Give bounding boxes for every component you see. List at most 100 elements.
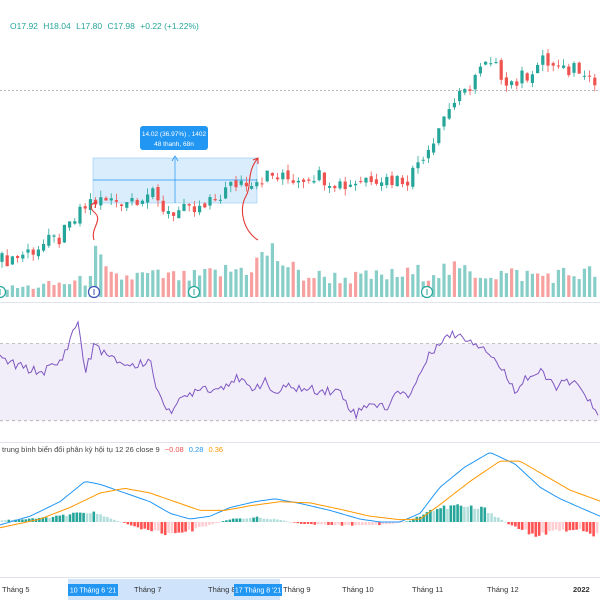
candle-body	[255, 182, 259, 187]
candle-body	[62, 224, 66, 243]
macd-histogram-bar	[333, 522, 337, 525]
volume-bar	[270, 243, 274, 297]
macd-legend-signal: 0.36	[209, 445, 224, 454]
volume-bar	[161, 278, 165, 297]
macd-histogram-bar	[354, 522, 357, 526]
measure-line-2: 48 thanh, 68n	[154, 141, 194, 148]
volume-bar	[468, 271, 472, 297]
range-start-badge[interactable]	[68, 584, 118, 596]
macd-histogram-bar	[296, 522, 300, 524]
high-value: 18.04	[49, 21, 71, 31]
candle-body	[348, 184, 352, 187]
time-axis[interactable]: Tháng 5 Tháng 7 Tháng 8 Tháng 9 Tháng 10…	[0, 577, 600, 600]
candle-body	[338, 181, 342, 189]
volume-bar	[530, 273, 534, 297]
macd-histogram-bar	[575, 522, 578, 530]
macd-histogram-bar	[272, 518, 276, 522]
volume-bar	[478, 277, 482, 297]
macd-histogram-bar	[72, 512, 75, 522]
x-tick-aug: Tháng 8	[208, 585, 236, 594]
volume-bar	[562, 267, 566, 297]
candle-body	[239, 180, 243, 185]
macd-histogram-bar	[466, 506, 470, 522]
macd-histogram-bar	[374, 522, 378, 525]
candle-body	[525, 73, 529, 81]
volume-bar	[432, 275, 436, 297]
candle-body	[31, 249, 35, 255]
volume-bar	[296, 269, 300, 297]
volume-bar	[484, 278, 488, 297]
macd-histogram-bar	[503, 521, 507, 523]
change-value: +0.22 (+1.22%)	[140, 21, 199, 31]
candle-body	[42, 243, 46, 251]
annotation-arrow-1-head	[90, 200, 97, 209]
volume-bar	[322, 276, 326, 297]
candle-body	[333, 186, 337, 189]
macd-histogram-bar	[78, 512, 82, 522]
volume-bar	[265, 255, 269, 297]
macd-histogram-bar	[381, 522, 385, 525]
macd-histogram-bar	[58, 515, 62, 522]
candle-body	[177, 210, 181, 219]
volume-bar	[68, 284, 72, 297]
macd-histogram-bar	[211, 522, 215, 525]
macd-histogram-bar	[276, 519, 279, 522]
candle-body	[364, 177, 368, 183]
rsi-pane	[0, 320, 600, 422]
macd-histogram-bar	[398, 522, 402, 523]
measure-arrow-head	[171, 155, 179, 162]
volume-bar	[156, 269, 160, 297]
event-markers[interactable]	[0, 285, 434, 299]
macd-histogram-bar	[238, 518, 242, 522]
macd-histogram-bar	[582, 522, 585, 532]
volume-bar	[348, 283, 352, 297]
volume-bar	[567, 275, 571, 297]
macd-histogram-bar	[129, 522, 133, 526]
volume-bar	[16, 288, 20, 297]
volume-bar	[88, 275, 92, 297]
volume-bar	[21, 286, 25, 297]
candle-body	[250, 186, 254, 189]
candle-body	[380, 182, 384, 186]
macd-histogram-bar	[323, 522, 327, 525]
candle-body	[135, 199, 139, 205]
macd-histogram-bar	[191, 522, 194, 532]
candle-body	[390, 175, 394, 186]
volume-bar	[73, 280, 77, 297]
volume-bar	[541, 275, 545, 297]
x-tick-may: Tháng 5	[2, 585, 30, 594]
candle-body	[416, 162, 420, 169]
macd-histogram-bar	[221, 521, 225, 522]
candle-body	[286, 170, 290, 180]
annotation-arrows[interactable]	[90, 157, 259, 241]
measure-box[interactable]	[92, 155, 258, 204]
candle-body	[120, 204, 124, 207]
candle-body	[541, 55, 545, 65]
volume-bar	[536, 273, 540, 297]
volume-bar	[203, 268, 207, 297]
macd-histogram-bar	[422, 514, 425, 522]
candle-body	[104, 197, 108, 201]
candle-body	[16, 256, 20, 258]
candle-body	[510, 81, 514, 86]
candle-body	[114, 200, 118, 202]
macd-histogram-bar	[320, 522, 323, 525]
candle-body	[260, 183, 264, 185]
macd-histogram-bar	[252, 517, 255, 522]
macd-histogram-bar	[82, 512, 85, 522]
macd-histogram-bar	[85, 513, 89, 522]
candle-body	[328, 186, 332, 188]
volume-bar	[582, 268, 586, 297]
candle-body	[83, 206, 87, 209]
volume-bar	[239, 267, 243, 297]
macd-histogram-bar	[378, 522, 381, 526]
candle-body	[546, 53, 550, 66]
macd-histogram-bar	[180, 522, 184, 533]
candle-body	[473, 74, 477, 90]
candle-body	[426, 149, 430, 159]
macd-histogram-bar	[473, 508, 476, 522]
macd-histogram-bar	[231, 518, 235, 522]
macd-histogram-bar	[21, 519, 24, 522]
range-end-badge[interactable]	[234, 584, 282, 596]
